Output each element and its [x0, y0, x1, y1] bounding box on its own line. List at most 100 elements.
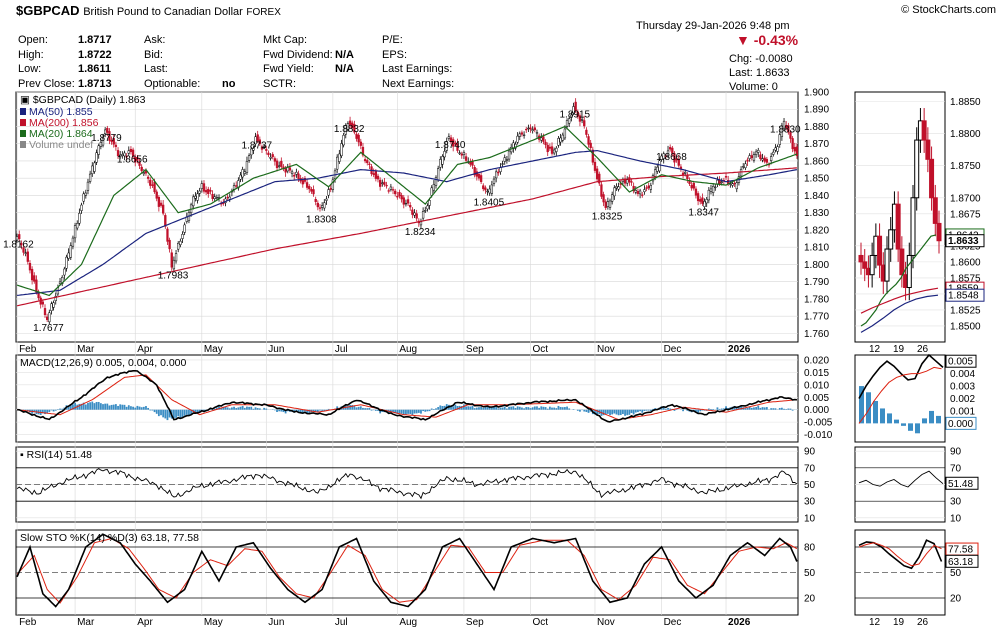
inset-price-tag-text: 1.8633: [948, 236, 979, 247]
macd-hist-bar: [669, 408, 672, 410]
field-label: Next Earnings:: [382, 77, 455, 90]
candle-body: [378, 179, 382, 187]
candle-body: [557, 138, 560, 146]
candle-body: [477, 173, 481, 179]
field-value: 1.8722: [78, 48, 112, 61]
panel-frame: [15, 354, 799, 443]
macd-hist-bar: [430, 408, 433, 410]
macd-hist-bar: [46, 409, 49, 413]
candle-body: [24, 252, 27, 254]
candle-body: [636, 190, 640, 194]
macd-hist-bar: [312, 409, 315, 412]
macd-hist-bar: [33, 409, 36, 413]
macd-hist-bar: [323, 409, 326, 412]
candle-body: [202, 183, 206, 192]
candle-body: [48, 312, 51, 323]
y-tick-label: 90: [804, 447, 816, 458]
candle-body: [505, 159, 509, 161]
macd-hist-bar: [566, 406, 568, 410]
macd-hist-bar: [544, 407, 547, 410]
candle-body: [432, 184, 436, 191]
candle-body: [544, 141, 547, 145]
inset-d-line: [858, 542, 942, 567]
macd-hist-bar: [647, 409, 650, 411]
x-tick-label-bottom: Sep: [466, 617, 484, 628]
candle-body: [632, 185, 635, 192]
inset-y-tick: 1.8750: [950, 161, 981, 172]
macd-hist-bar: [675, 409, 678, 410]
macd-hist-bar: [114, 404, 117, 410]
macd-hist-bar: [400, 409, 403, 414]
macd-hist-bar: [699, 409, 702, 412]
macd-hist-bar: [695, 409, 697, 413]
macd-hist-bar: [667, 407, 669, 410]
macd-hist-bar: [336, 406, 339, 410]
y-tick-label: 70: [804, 463, 816, 474]
candle-body: [243, 171, 246, 174]
macd-hist-bar: [282, 409, 285, 413]
candle-body: [342, 134, 345, 146]
x-tick-label: Jun: [268, 344, 284, 355]
candle-body: [303, 178, 307, 182]
candle-body: [568, 118, 571, 124]
inset-macd-tick: 0.002: [950, 394, 975, 405]
macd-hist-bar: [757, 405, 760, 410]
macd-hist-bar: [265, 408, 268, 410]
candle-body: [28, 263, 32, 271]
macd-hist-bar: [215, 407, 218, 410]
candle-body: [146, 176, 150, 179]
inset-macd-bar: [929, 410, 934, 424]
macd-hist-bar: [72, 404, 74, 410]
candle-body: [359, 141, 362, 146]
macd-hist-bar: [740, 406, 742, 410]
field-value: 1.8611: [78, 63, 112, 75]
macd-hist-bar: [652, 408, 654, 410]
last-price: Last: 1.8633: [729, 67, 790, 79]
candle-body: [424, 210, 427, 212]
macd-hist-bar: [145, 406, 147, 410]
candle-body: [271, 154, 274, 158]
macd-hist-bar: [351, 405, 354, 410]
price-annotation: 1.8234: [405, 227, 436, 238]
candle-body: [409, 205, 412, 208]
x-tick-label: Jul: [335, 344, 348, 355]
candle-body: [684, 171, 687, 174]
x-tick-label: May: [204, 344, 223, 355]
macd-hist-bar: [185, 409, 188, 415]
macd-hist-bar: [407, 409, 409, 414]
candle-body: [709, 188, 713, 192]
candle-body: [320, 205, 324, 208]
candle-body: [501, 163, 504, 165]
candle-body: [462, 152, 466, 156]
candle-body: [495, 171, 498, 179]
candle-body: [484, 187, 487, 191]
macd-hist-bar: [134, 407, 137, 410]
candle-body: [518, 133, 521, 137]
candle-body: [774, 147, 777, 151]
candle-body: [15, 236, 19, 241]
x-tick-label-bottom: Jun: [268, 617, 284, 628]
candle-body: [46, 316, 49, 320]
candle-body: [366, 160, 369, 164]
candle-body: [705, 199, 708, 204]
macd-hist-bar: [555, 408, 558, 410]
candle-body: [662, 153, 665, 159]
x-tick-label-bottom: Dec: [664, 617, 682, 628]
candle-body: [439, 159, 442, 168]
inset-macd-tick: 0.001: [950, 406, 975, 417]
candle-body: [331, 179, 335, 190]
candle-body: [323, 202, 326, 209]
candle-body: [733, 182, 736, 185]
macd-hist-bar: [160, 409, 162, 416]
macd-hist-bar: [727, 407, 730, 410]
macd-hist-bar: [250, 406, 253, 410]
inset-ma50: [860, 294, 939, 333]
x-tick-label: Mar: [77, 344, 95, 355]
x-tick-label: Apr: [137, 344, 153, 355]
macd-hist-bar: [716, 407, 719, 410]
candle-body: [686, 175, 689, 180]
field-label: Ask:: [144, 34, 166, 46]
macd-hist-bar: [596, 409, 599, 416]
legend-label: MA(20) 1.864: [29, 128, 93, 140]
candle-body: [413, 212, 416, 216]
